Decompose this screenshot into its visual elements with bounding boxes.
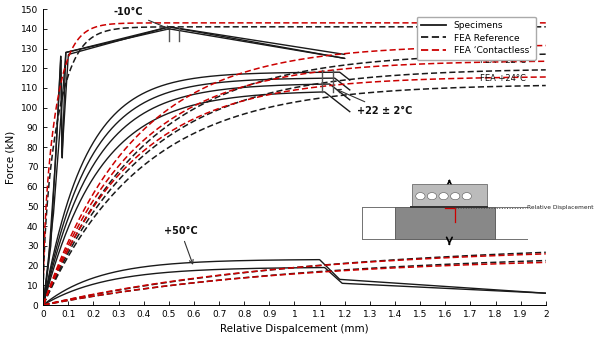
X-axis label: Relative Dispalcement (mm): Relative Dispalcement (mm) — [220, 324, 369, 335]
Text: +50°C: +50°C — [164, 226, 197, 264]
Text: FEA +22°C: FEA +22°C — [481, 56, 526, 65]
Y-axis label: Force (kN): Force (kN) — [5, 131, 16, 184]
Text: FEA +24°C: FEA +24°C — [481, 74, 526, 83]
Text: +22 ± 2°C: +22 ± 2°C — [337, 89, 413, 116]
Legend: Specimens, FEA Reference, FEA ‘Contactless’: Specimens, FEA Reference, FEA ‘Contactle… — [416, 17, 536, 60]
Text: -10°C: -10°C — [113, 7, 170, 30]
Text: FEA +20°C: FEA +20°C — [481, 38, 526, 47]
